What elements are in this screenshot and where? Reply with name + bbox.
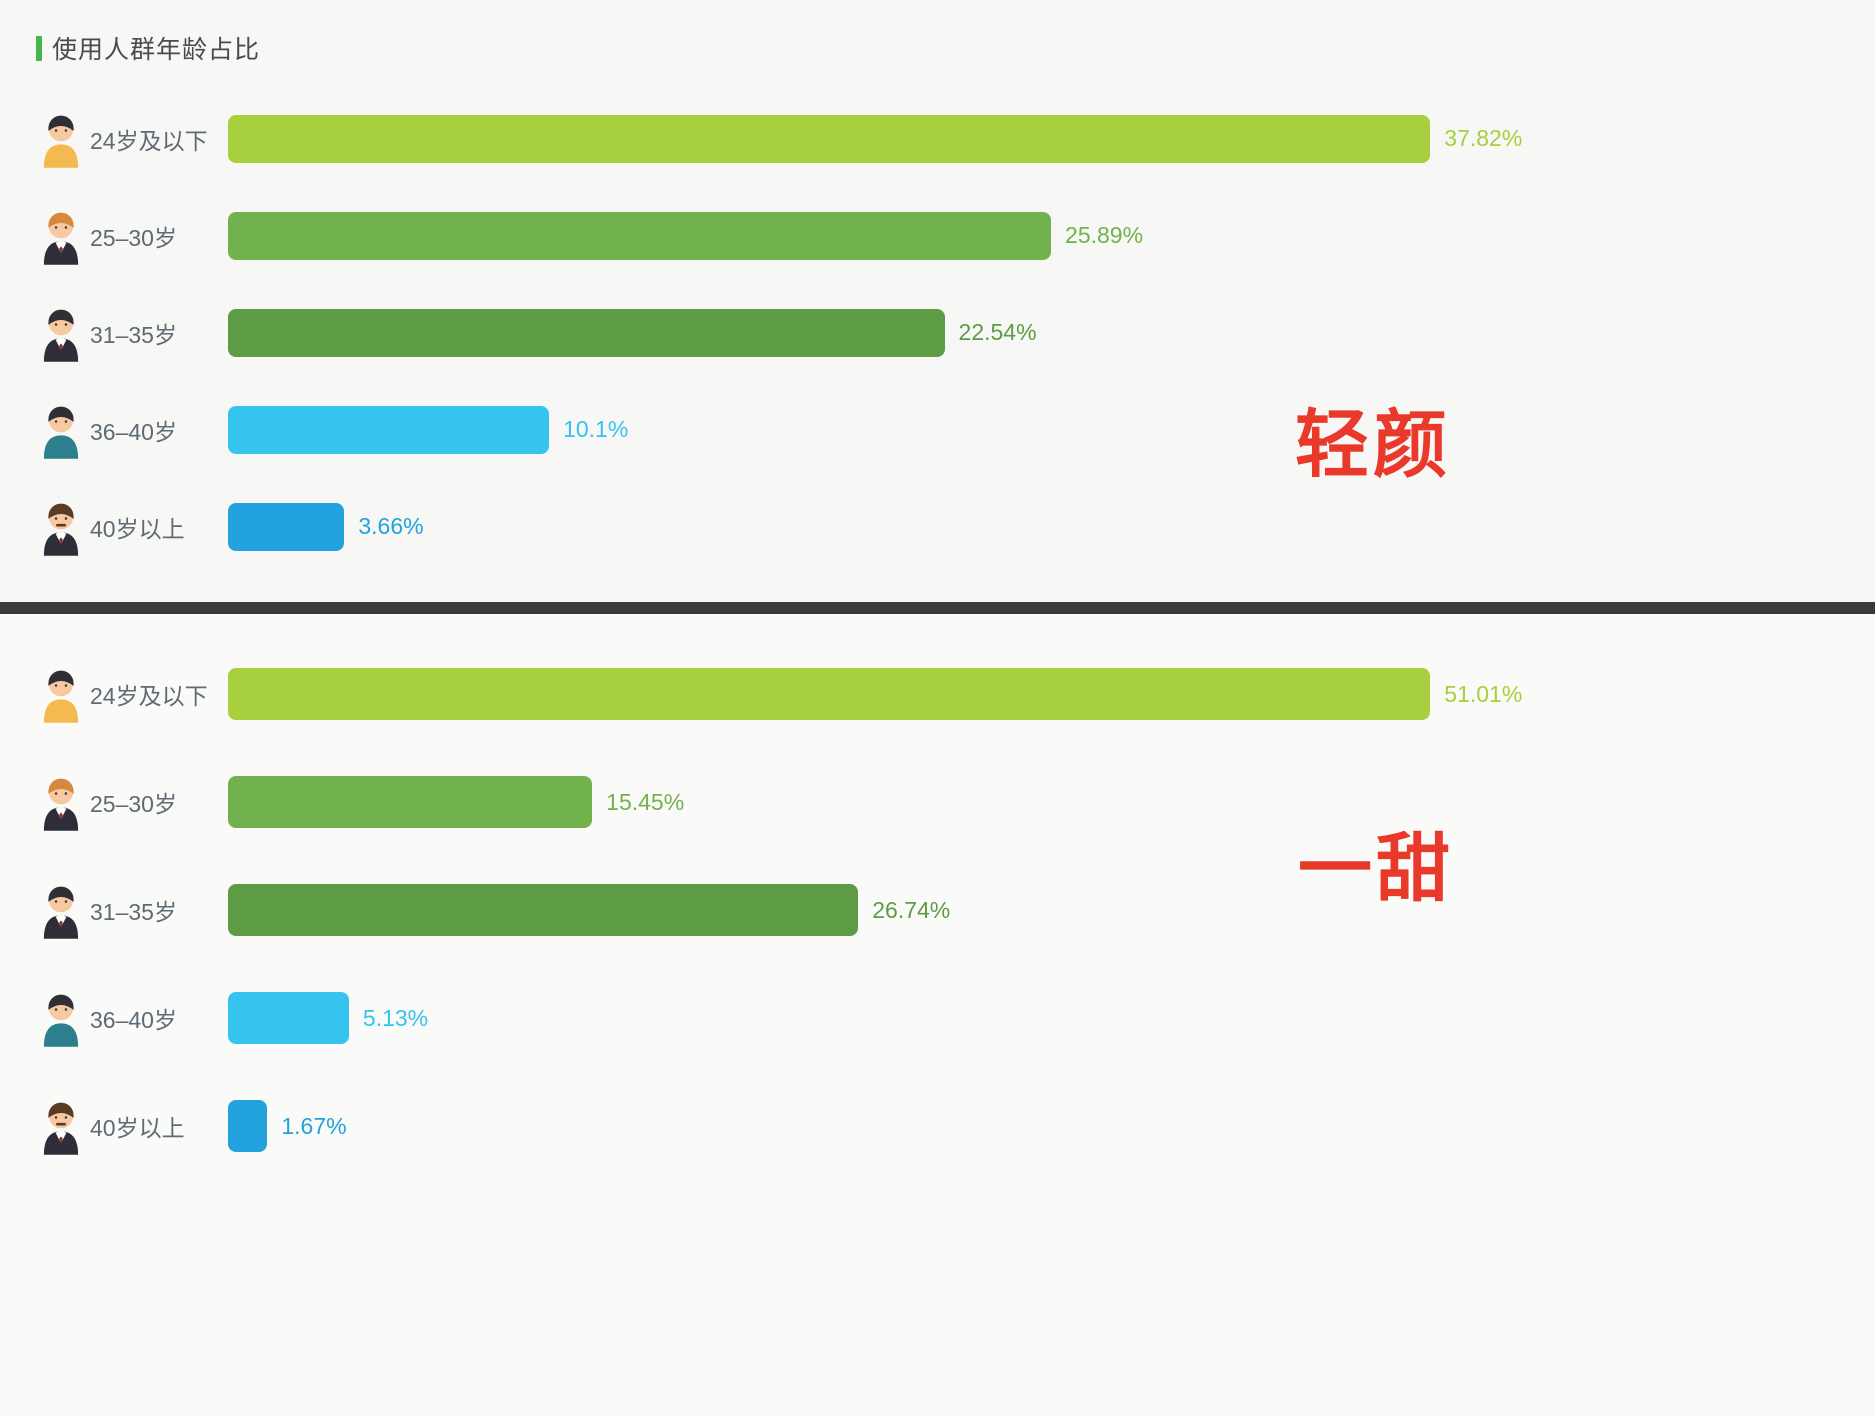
age-group-label: 24岁及以下: [90, 683, 208, 709]
title-marker: [36, 35, 42, 61]
value-label: 25.89%: [1065, 222, 1144, 248]
value-label: 26.74%: [872, 896, 951, 923]
chart-row: 31–35岁 22.54%: [0, 284, 1875, 381]
bar-track: 3.66%: [228, 502, 1875, 551]
bar-track: 10.1%: [228, 405, 1875, 454]
bar-track: 22.54%: [228, 308, 1875, 357]
annotation-app-name-yitian: 一甜: [1298, 827, 1454, 910]
age-group-label: 36–40岁: [90, 418, 177, 445]
chart-row: 25–30岁 25.89%: [0, 187, 1875, 284]
age-group-label: 36–40岁: [90, 1007, 177, 1033]
age-group-label: 25–30岁: [90, 791, 177, 817]
annotation-app-name-qingyan: 轻颜: [1295, 403, 1451, 486]
bar: [228, 776, 593, 828]
age-group-label: 40岁以上: [90, 515, 185, 542]
chart-rows: 24岁及以下 51.01% 25–30岁 15.45% 31–35岁 26.74…: [0, 614, 1875, 1180]
page-title: 使用人群年龄占比: [52, 36, 261, 64]
bar: [228, 502, 345, 551]
bar: [228, 405, 550, 454]
chart-section-yitian: 24岁及以下 51.01% 25–30岁 15.45% 31–35岁 26.74…: [0, 614, 1875, 1416]
value-label: 15.45%: [606, 788, 685, 815]
chart-row: 36–40岁 10.1%: [0, 381, 1875, 478]
bar: [228, 992, 349, 1044]
age-group-label: 25–30岁: [90, 224, 177, 251]
chart-row: 40岁以上 1.67%: [0, 1072, 1875, 1180]
value-label: 1.67%: [281, 1112, 347, 1139]
person-avatar-icon: [32, 498, 90, 556]
age-group-label: 31–35岁: [90, 321, 177, 348]
bar: [228, 308, 945, 357]
person-avatar-icon: [32, 401, 90, 459]
value-label: 5.13%: [362, 1004, 429, 1031]
value-label: 51.01%: [1444, 680, 1523, 707]
bar: [228, 668, 1431, 720]
bar: [228, 114, 1431, 163]
chart-row: 31–35岁 26.74%: [0, 856, 1875, 964]
value-label: 37.82%: [1444, 125, 1523, 151]
value-label: 10.1%: [563, 416, 629, 442]
person-avatar-icon: [32, 989, 90, 1047]
age-group-label: 40岁以上: [90, 1115, 185, 1141]
value-label: 3.66%: [358, 513, 424, 539]
person-avatar-icon: [32, 304, 90, 362]
bar-track: 51.01%: [228, 668, 1875, 720]
chart-row: 36–40岁 5.13%: [0, 964, 1875, 1072]
bar-track: 1.67%: [228, 1100, 1875, 1152]
chart-rows: 24岁及以下 37.82% 25–30岁 25.89% 31–35岁 22.54…: [0, 90, 1875, 575]
chart-row: 40岁以上 3.66%: [0, 478, 1875, 575]
age-group-label: 24岁及以下: [90, 127, 208, 154]
chart-row: 24岁及以下 51.01%: [0, 640, 1875, 748]
age-group-label: 31–35岁: [90, 899, 177, 925]
person-avatar-icon: [32, 665, 90, 723]
person-avatar-icon: [32, 773, 90, 831]
chart-title-row: 使用人群年龄占比: [0, 0, 1875, 66]
bar-track: 26.74%: [228, 884, 1875, 936]
bar-track: 15.45%: [228, 776, 1875, 828]
person-avatar-icon: [32, 207, 90, 265]
chart-row: 25–30岁 15.45%: [0, 748, 1875, 856]
person-avatar-icon: [32, 881, 90, 939]
chart-row: 24岁及以下 37.82%: [0, 90, 1875, 187]
chart-section-qingyan: 使用人群年龄占比 24岁及以下 37.82% 25–30岁 25.89% 31–…: [0, 0, 1875, 602]
bar: [228, 884, 859, 936]
bar-track: 37.82%: [228, 114, 1875, 163]
bar-track: 5.13%: [228, 992, 1875, 1044]
person-avatar-icon: [32, 110, 90, 168]
bar-track: 25.89%: [228, 211, 1875, 260]
section-divider: [0, 602, 1875, 614]
bar: [228, 211, 1052, 260]
person-avatar-icon: [32, 1097, 90, 1155]
value-label: 22.54%: [958, 319, 1037, 345]
bar: [228, 1100, 268, 1152]
